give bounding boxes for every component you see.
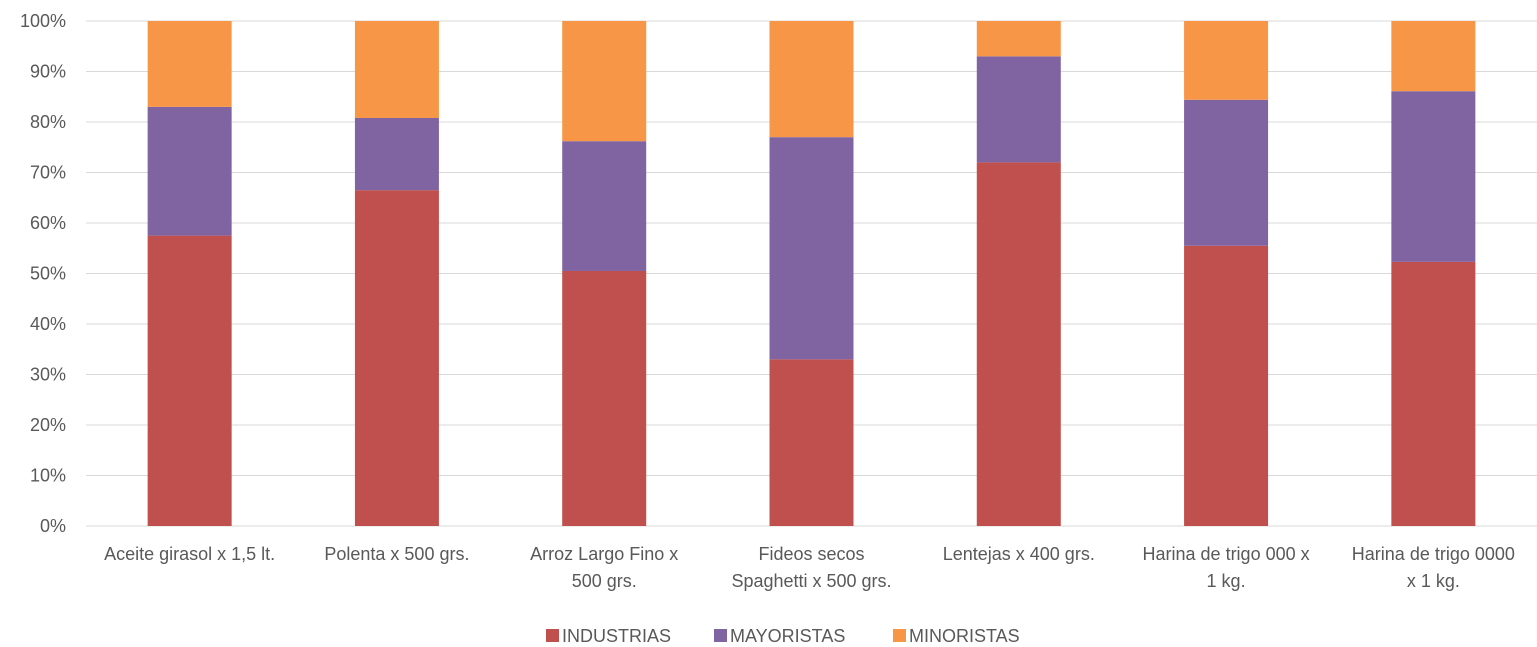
legend: INDUSTRIAS MAYORISTAS MINORISTAS xyxy=(546,626,1020,646)
legend-label: INDUSTRIAS xyxy=(562,626,671,646)
bar-segment-mayoristas xyxy=(769,137,854,360)
y-tick-label: 70% xyxy=(30,163,66,183)
bar-segment-mayoristas xyxy=(1391,91,1476,262)
bar-segment-minoristas xyxy=(769,21,854,138)
legend-item-mayoristas: MAYORISTAS xyxy=(714,626,845,646)
bar-segment-mayoristas xyxy=(976,56,1061,163)
bar-segment-mayoristas xyxy=(1184,99,1269,246)
bar-stack xyxy=(976,21,1061,526)
y-tick-label: 40% xyxy=(30,314,66,334)
legend-item-minoristas: MINORISTAS xyxy=(893,626,1020,646)
bar-segment-minoristas xyxy=(562,21,647,142)
bar-stack xyxy=(1391,21,1476,526)
bar-segment-minoristas xyxy=(354,21,439,118)
bar-segment-minoristas xyxy=(976,21,1061,57)
y-tick-label: 10% xyxy=(30,466,66,486)
y-tick-label: 100% xyxy=(20,11,66,31)
x-axis: Aceite girasol x 1,5 lt. Polenta x 500 gr… xyxy=(104,544,1515,591)
y-tick-label: 90% xyxy=(30,62,66,82)
bar-segment-industrias xyxy=(562,270,647,526)
bar-segment-industrias xyxy=(976,162,1061,526)
bar-segment-industrias xyxy=(1391,261,1476,526)
bar-segment-industrias xyxy=(354,190,439,527)
bar-stack xyxy=(769,21,854,526)
legend-swatch xyxy=(893,629,906,642)
bar-stacks xyxy=(147,21,1476,527)
bar-stack xyxy=(562,21,647,526)
bar-stack xyxy=(147,21,232,526)
y-tick-label: 0% xyxy=(40,516,66,536)
y-tick-label: 50% xyxy=(30,264,66,284)
legend-item-industrias: INDUSTRIAS xyxy=(546,626,671,646)
legend-swatch xyxy=(546,629,559,642)
bar-segment-mayoristas xyxy=(562,141,647,271)
bar-stack xyxy=(354,21,439,527)
bar-segment-minoristas xyxy=(1391,21,1476,92)
x-category-label: Aceite girasol x 1,5 lt. xyxy=(104,544,275,564)
x-category-label: Harina de trigo 0000 x 1 kg. xyxy=(1352,544,1515,591)
bar-segment-industrias xyxy=(147,235,232,526)
x-category-label: Polenta x 500 grs. xyxy=(324,544,469,564)
bar-segment-industrias xyxy=(769,359,854,526)
legend-swatch xyxy=(714,629,727,642)
bar-segment-minoristas xyxy=(147,21,232,107)
legend-label: MAYORISTAS xyxy=(730,626,845,646)
bar-segment-industrias xyxy=(1184,245,1269,526)
y-tick-label: 60% xyxy=(30,213,66,233)
x-category-label: Lentejas x 400 grs. xyxy=(943,544,1095,564)
bar-segment-mayoristas xyxy=(354,117,439,191)
bar-stack xyxy=(1184,21,1269,526)
x-category-label: Arroz Largo Fino x 500 grs. xyxy=(530,544,678,591)
y-axis: 0% 10% 20% 30% 40% 50% 60% 70% 80% 90% 100% xyxy=(20,11,66,536)
bar-segment-mayoristas xyxy=(147,106,232,236)
bar-segment-minoristas xyxy=(1184,21,1269,100)
y-tick-label: 80% xyxy=(30,112,66,132)
y-tick-label: 20% xyxy=(30,415,66,435)
x-category-label: Fideos secos Spaghetti x 500 grs. xyxy=(731,544,891,591)
legend-label: MINORISTAS xyxy=(909,626,1020,646)
y-tick-label: 30% xyxy=(30,365,66,385)
